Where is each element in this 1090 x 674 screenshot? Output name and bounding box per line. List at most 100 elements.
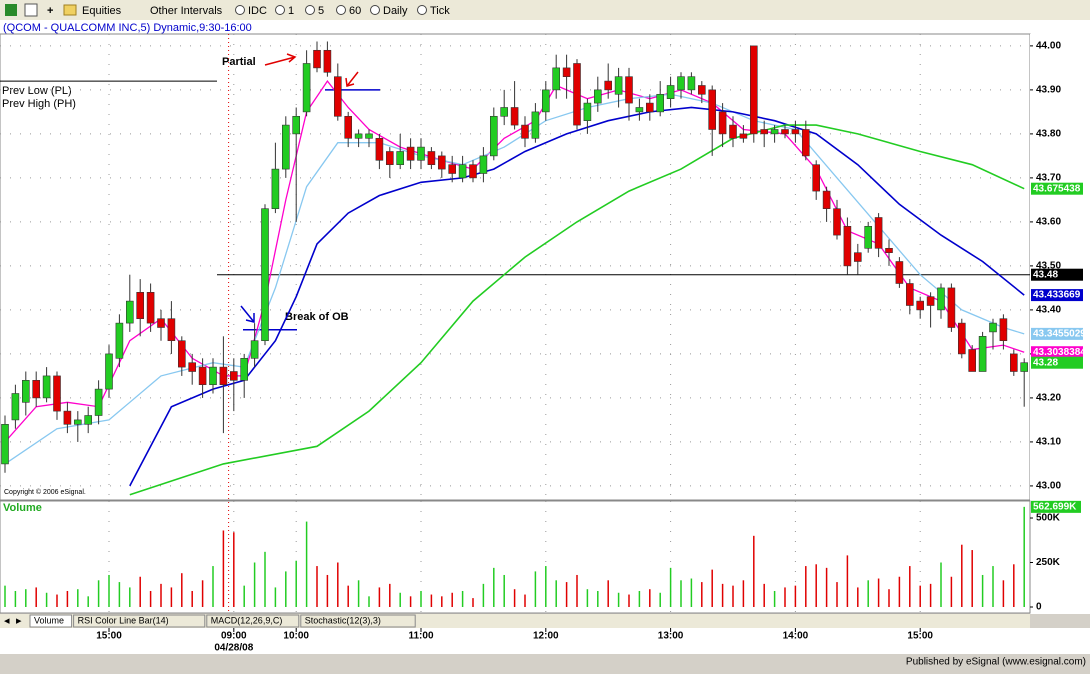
candle-body xyxy=(1,424,9,465)
y-tick-label: 250K xyxy=(1036,557,1061,568)
candle-body xyxy=(895,261,904,284)
radio-icon[interactable] xyxy=(370,5,380,15)
candle-body xyxy=(937,287,945,311)
candle-body xyxy=(708,89,717,130)
candle-body xyxy=(292,115,301,135)
toolbar-plus[interactable]: + xyxy=(47,5,53,17)
radio-icon[interactable] xyxy=(235,5,245,15)
candle-body xyxy=(926,296,935,306)
candle-body xyxy=(94,388,103,416)
scroll-arrow[interactable]: ◂ xyxy=(4,615,10,627)
price-marker xyxy=(1031,356,1083,369)
candle-body xyxy=(365,133,373,139)
y-tick-label: 43.10 xyxy=(1036,437,1061,448)
candle-body xyxy=(749,45,758,135)
y-tick-label: 43.20 xyxy=(1036,393,1061,404)
candle-body xyxy=(167,318,176,342)
price-marker-label: 43.675438 xyxy=(1033,183,1081,194)
price-marker-label: 43.433669 xyxy=(1033,290,1081,301)
x-tick-label: 14:00 xyxy=(783,631,809,642)
candle-body xyxy=(188,362,196,372)
tab-label[interactable]: RSI Color Line Bar(14) xyxy=(78,615,169,625)
time-axis xyxy=(0,628,1090,654)
volume-title: Volume xyxy=(3,502,42,514)
candle-body xyxy=(552,67,561,91)
annotation: Break of OB xyxy=(285,311,349,323)
toolbar-item[interactable]: Tick xyxy=(430,5,450,17)
candle-body xyxy=(146,292,155,324)
candle-body xyxy=(843,225,852,267)
tab-label[interactable]: MACD(12,26,9,C) xyxy=(211,615,283,625)
tab-label[interactable]: Volume xyxy=(34,615,64,625)
toolbar-icon[interactable] xyxy=(24,3,38,17)
candle-body xyxy=(604,80,613,91)
candle-body xyxy=(989,322,997,333)
y-tick-label: 43.80 xyxy=(1036,129,1061,140)
candle-body xyxy=(905,283,914,306)
scroll-arrow[interactable]: ▸ xyxy=(16,615,22,627)
x-tick-label: 13:00 xyxy=(658,631,684,642)
tab-label[interactable]: Stochastic(12(3),3) xyxy=(305,615,381,625)
radio-icon[interactable] xyxy=(336,5,346,15)
candle-body xyxy=(240,358,248,381)
candle-body xyxy=(885,247,893,253)
tab[interactable] xyxy=(300,614,416,628)
candle-body xyxy=(385,151,394,165)
price-marker-label: 43.3038384 xyxy=(1033,347,1086,358)
price-marker xyxy=(1031,182,1083,195)
candle-body xyxy=(136,292,144,320)
x-tick-label: 12:00 xyxy=(533,631,559,642)
candle-body xyxy=(531,111,540,139)
candle-body xyxy=(614,76,623,95)
candle-body xyxy=(770,129,779,135)
candle-body xyxy=(115,322,124,359)
y-tick-label: 43.50 xyxy=(1036,261,1061,272)
prev-low-label: Prev Low (PL) xyxy=(2,85,72,97)
candle-body xyxy=(957,322,966,355)
candle-body xyxy=(271,168,280,209)
y-tick-label: 43.00 xyxy=(1036,481,1061,492)
candle-body xyxy=(427,151,436,165)
radio-icon[interactable] xyxy=(417,5,427,15)
candle-body xyxy=(126,300,134,324)
toolbar-icon[interactable] xyxy=(5,4,17,16)
y-tick-label: 43.90 xyxy=(1036,85,1061,96)
toolbar-item[interactable]: 1 xyxy=(288,5,294,17)
toolbar-item[interactable]: Daily xyxy=(383,5,408,17)
candle-body xyxy=(469,164,477,179)
candle-body xyxy=(32,380,41,399)
radio-icon[interactable] xyxy=(275,5,285,15)
candle-body xyxy=(42,375,51,399)
y-tick-label: 43.70 xyxy=(1036,173,1061,184)
candle-body xyxy=(791,129,800,135)
candle-body xyxy=(562,67,571,77)
candle-body xyxy=(333,76,342,117)
candle-body xyxy=(573,63,581,126)
candle-body xyxy=(105,353,113,390)
candle-body xyxy=(583,102,592,121)
candle-body xyxy=(74,419,82,425)
toolbar-item[interactable]: IDC xyxy=(248,5,267,17)
candle-body xyxy=(645,102,654,113)
tab[interactable] xyxy=(29,614,73,628)
candle-body xyxy=(801,129,810,157)
price-marker xyxy=(1031,268,1083,281)
toolbar-item[interactable]: Other Intervals xyxy=(150,5,223,17)
candle-body xyxy=(729,124,737,139)
y-tick-label: 43.60 xyxy=(1036,217,1061,228)
tab[interactable] xyxy=(73,614,206,628)
candle-body xyxy=(354,133,363,139)
y-tick-label: 44.00 xyxy=(1036,41,1061,52)
copyright: Copyright © 2006 eSignal. xyxy=(4,488,86,496)
candle-body xyxy=(500,107,509,117)
footer: Published by eSignal (www.esignal.com) xyxy=(906,657,1086,668)
tab[interactable] xyxy=(206,614,300,628)
toolbar-item[interactable]: Equities xyxy=(82,5,122,17)
radio-icon[interactable] xyxy=(305,5,315,15)
toolbar-item[interactable]: 60 xyxy=(349,5,361,17)
candle-body xyxy=(853,252,862,262)
toolbar-item[interactable]: 5 xyxy=(318,5,324,17)
candle-body xyxy=(489,115,498,157)
candle-body xyxy=(344,115,353,139)
